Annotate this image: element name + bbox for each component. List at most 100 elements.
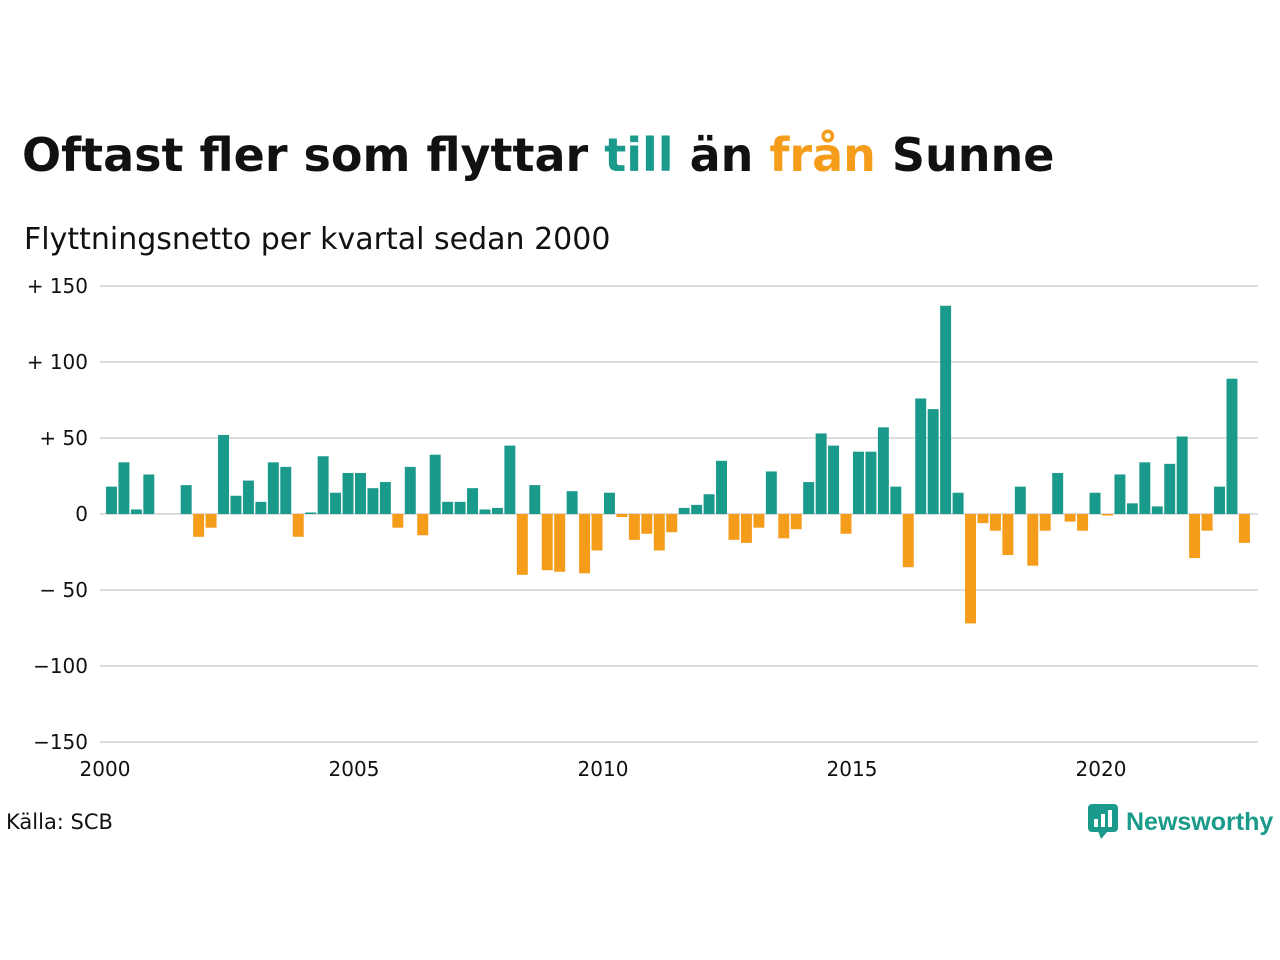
bar-2002-Q1 (205, 514, 217, 528)
bar-2005-Q1 (355, 472, 366, 514)
title-part-3: än (673, 128, 770, 182)
bar-2014-Q3 (828, 445, 840, 514)
bar-2005-Q3 (379, 482, 391, 514)
bar-2020-Q4 (1139, 462, 1151, 514)
chart-subtitle: Flyttningsnetto per kvartal sedan 2000 (24, 222, 611, 257)
bar-2004-Q1 (305, 512, 317, 514)
bar-2010-Q2 (616, 514, 628, 518)
bar-2021-Q3 (1176, 436, 1188, 514)
bar-2012-Q3 (728, 514, 740, 540)
bar-2010-Q1 (604, 492, 615, 514)
title-highlight-fran: från (769, 128, 876, 182)
bar-2016-Q3 (927, 409, 939, 514)
bar-2013-Q4 (790, 514, 802, 530)
bar-2018-Q4 (1039, 514, 1051, 531)
bar-2015-Q1 (853, 451, 864, 514)
bar-2000-Q3 (130, 509, 142, 514)
bar-2009-Q3 (579, 514, 591, 574)
newsworthy-chart-bubble-icon (1088, 804, 1118, 839)
bar-2016-Q1 (902, 514, 914, 568)
bar-2020-Q1 (1102, 514, 1113, 516)
bar-2006-Q2 (417, 514, 429, 536)
bar-2016-Q2 (915, 398, 927, 514)
bar-2018-Q2 (1014, 486, 1026, 514)
bar-2017-Q2 (965, 514, 976, 624)
bars (106, 305, 1250, 624)
bar-2010-Q3 (628, 514, 640, 540)
x-tick-label: 2020 (1076, 757, 1127, 781)
title-part-1: Oftast fler som flyttar (22, 128, 605, 182)
bar-2021-Q2 (1164, 463, 1176, 514)
bar-2012-Q2 (716, 460, 727, 514)
x-tick-label: 2000 (80, 757, 131, 781)
bar-2011-Q4 (691, 504, 703, 514)
bar-2005-Q2 (367, 488, 379, 514)
bar-2000-Q1 (106, 486, 117, 514)
bar-2017-Q3 (977, 514, 989, 524)
source-note: Källa: SCB (6, 810, 113, 834)
bar-2014-Q4 (840, 514, 852, 534)
bar-2015-Q4 (890, 486, 902, 514)
bar-2011-Q2 (666, 514, 678, 533)
chart-title: Oftast fler som flyttar till än från Sun… (22, 128, 1054, 182)
bar-2008-Q2 (516, 514, 528, 575)
bar-2019-Q3 (1077, 514, 1089, 531)
bar-2005-Q4 (392, 514, 404, 528)
bar-2004-Q3 (330, 492, 342, 514)
title-part-5: Sunne (875, 128, 1055, 182)
bar-2017-Q1 (952, 492, 964, 514)
y-tick-label: − 50 (39, 578, 88, 602)
bar-2009-Q4 (591, 514, 603, 551)
bar-2020-Q3 (1126, 503, 1138, 514)
bar-2004-Q2 (317, 456, 329, 514)
bar-2003-Q2 (267, 462, 279, 514)
title-highlight-till: till (604, 128, 674, 182)
bar-2003-Q3 (280, 466, 292, 514)
bar-2015-Q2 (865, 451, 877, 514)
bar-2000-Q4 (143, 474, 155, 514)
bar-2006-Q4 (442, 501, 454, 514)
bar-2022-Q2 (1214, 486, 1225, 514)
bar-2006-Q3 (429, 454, 441, 514)
bar-2022-Q1 (1201, 514, 1213, 531)
bar-2011-Q1 (653, 514, 665, 551)
bar-2009-Q2 (566, 491, 578, 514)
bar-2001-Q4 (193, 514, 205, 537)
bar-2019-Q1 (1052, 472, 1064, 514)
bar-2021-Q4 (1189, 514, 1201, 559)
bar-2006-Q1 (404, 466, 416, 514)
bar-2018-Q1 (1002, 514, 1014, 556)
bar-2004-Q4 (342, 472, 354, 514)
bar-2002-Q4 (242, 480, 254, 514)
bar-2019-Q4 (1089, 492, 1101, 514)
y-axis-ticks: + 150 + 100 + 50 0 − 50 −100 −150 (27, 274, 88, 754)
y-tick-label: + 100 (27, 350, 88, 374)
bar-2020-Q2 (1114, 474, 1126, 514)
bar-2016-Q4 (940, 305, 952, 514)
bar-2007-Q3 (479, 509, 491, 514)
bar-2008-Q1 (504, 445, 516, 514)
bar-2022-Q3 (1226, 378, 1238, 514)
bar-2013-Q1 (753, 514, 765, 528)
bar-2007-Q4 (491, 507, 503, 514)
y-tick-label: 0 (75, 502, 88, 526)
bar-2014-Q1 (803, 482, 815, 514)
bar-2022-Q4 (1238, 514, 1250, 543)
y-tick-label: + 50 (39, 426, 88, 450)
bar-2013-Q2 (765, 471, 777, 514)
bar-2018-Q3 (1027, 514, 1039, 566)
bar-2009-Q1 (554, 514, 566, 572)
bar-2003-Q4 (292, 514, 304, 537)
bar-2008-Q3 (529, 485, 541, 514)
bar-2007-Q2 (467, 488, 478, 514)
newsworthy-logo: Newsworthy (1088, 804, 1273, 840)
bar-2010-Q4 (641, 514, 653, 534)
logo-text: Newsworthy (1126, 807, 1274, 836)
bar-2013-Q3 (778, 514, 790, 539)
bar-2015-Q3 (877, 427, 889, 514)
bar-2001-Q3 (180, 485, 192, 514)
bar-2008-Q4 (541, 514, 553, 571)
bar-2011-Q3 (678, 507, 690, 514)
x-axis-ticks: 2000 2005 2010 2015 2020 (80, 757, 1127, 781)
x-tick-label: 2015 (827, 757, 878, 781)
